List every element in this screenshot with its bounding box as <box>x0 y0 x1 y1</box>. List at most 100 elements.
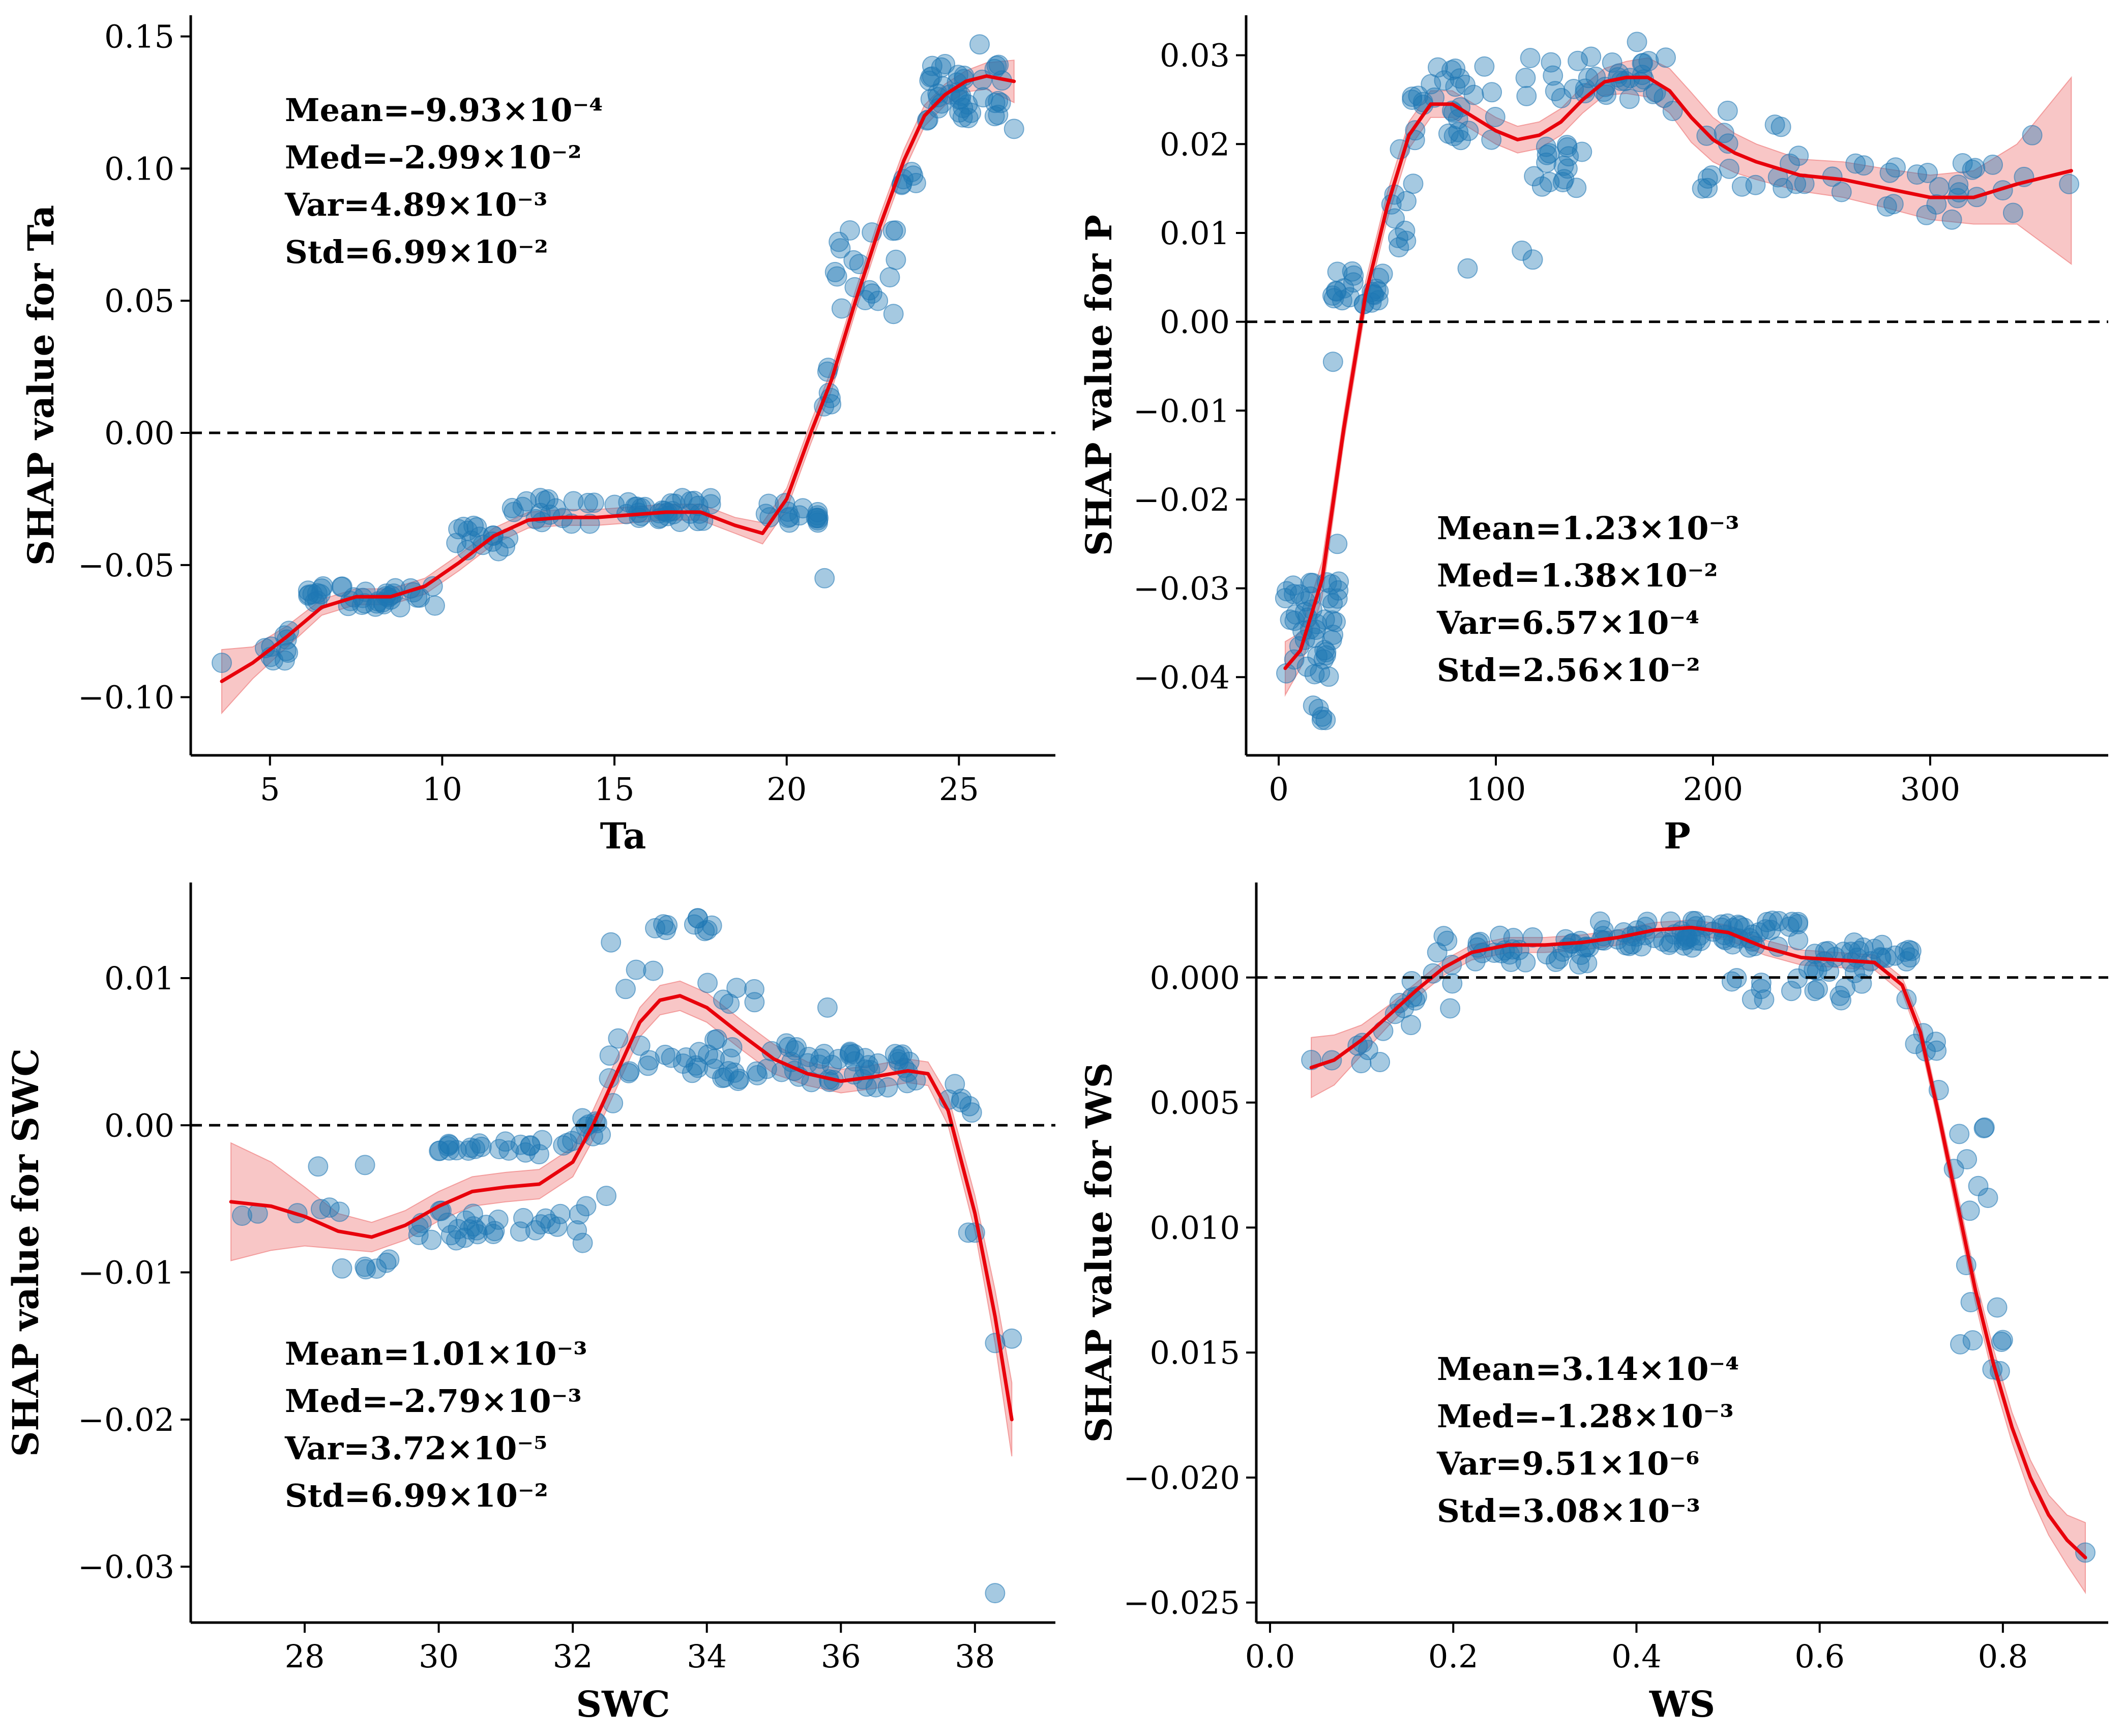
data-point-swc-52 <box>510 1221 530 1242</box>
y-tick-label-p-4: 0.00 <box>1160 304 1230 341</box>
stat-annotation-ws-1: Med=–1.28×10⁻³ <box>1437 1398 1734 1435</box>
data-point-swc-75 <box>618 1063 639 1083</box>
data-point-p-123 <box>1553 155 1574 176</box>
data-point-swc-181 <box>817 997 838 1018</box>
chart-panel-p: 0 100 200 300 −0.04 −0.03 −0.02 −0.01 0.00 0.01 0.… <box>1078 15 2108 857</box>
data-point-p-196 <box>1885 157 1906 178</box>
data-point-swc-134 <box>713 989 733 1010</box>
data-point-swc-104 <box>778 1037 799 1057</box>
data-point-p-47 <box>1308 698 1329 719</box>
data-point-p-36 <box>1289 584 1310 605</box>
data-point-ta-110 <box>516 491 537 512</box>
data-point-p-159 <box>1520 48 1541 69</box>
data-point-swc-65 <box>466 1220 487 1241</box>
data-point-p-192 <box>1831 182 1852 202</box>
x-tick-label-ws-4: 0.8 <box>1978 1638 2028 1675</box>
data-point-p-179 <box>1788 145 1809 166</box>
data-point-swc-176 <box>355 1155 375 1175</box>
data-point-ta-193 <box>931 57 952 78</box>
data-point-p-111 <box>1438 123 1459 144</box>
data-point-ws-179 <box>1962 1330 1983 1351</box>
data-point-p-150 <box>1602 52 1622 73</box>
data-point-ta-160 <box>903 165 924 186</box>
x-tick-label-ta-2: 15 <box>595 771 635 808</box>
data-point-ws-131 <box>1742 989 1762 1010</box>
data-point-swc-62 <box>530 1214 551 1235</box>
data-point-swc-5 <box>376 1252 397 1273</box>
data-point-ws-52 <box>1515 952 1536 973</box>
data-point-p-178 <box>1773 178 1793 198</box>
data-point-p-162 <box>1717 100 1738 121</box>
chart-panel-swc: 28 30 32 34 36 38 −0.03 −0.02 −0.01 0.00 0.01 SWC SH… <box>5 882 1055 1725</box>
chart-panel-ws: 0.0 0.2 0.4 0.6 0.8 0.000 0.005 0.010 0.015 −0.02… <box>1078 882 2108 1725</box>
x-tick-label-swc-1: 30 <box>419 1638 459 1675</box>
data-point-ta-106 <box>563 491 584 512</box>
data-point-swc-81 <box>608 1028 629 1049</box>
data-point-ta-189 <box>990 93 1011 113</box>
x-tick-label-swc-4: 36 <box>821 1638 861 1675</box>
data-point-swc-10 <box>355 1256 375 1277</box>
data-point-p-28 <box>1276 581 1297 602</box>
y-tick-label-swc-1: −0.02 <box>78 1401 174 1438</box>
data-point-p-174 <box>1714 123 1734 143</box>
data-point-ws-117 <box>1760 920 1781 940</box>
data-point-ta-139 <box>879 267 900 288</box>
data-point-p-64 <box>1372 263 1393 284</box>
stat-annotation-swc-3: Std=6.99×10⁻² <box>285 1477 548 1514</box>
x-tick-label-ws-3: 0.6 <box>1794 1638 1845 1675</box>
data-point-ta-148 <box>843 250 864 271</box>
scatter-points-ws <box>1301 910 2096 1563</box>
data-point-swc-7 <box>332 1258 352 1279</box>
data-point-swc-77 <box>619 1061 640 1082</box>
data-point-p-140 <box>1619 89 1640 109</box>
data-point-p-127 <box>1539 172 1560 192</box>
data-point-ta-150 <box>840 220 860 241</box>
data-point-p-108 <box>1408 85 1429 106</box>
fit-line-ws <box>1309 926 2087 1560</box>
data-point-ws-132 <box>1721 971 1742 992</box>
data-point-ta-145 <box>829 231 849 252</box>
data-point-p-191 <box>1917 163 1938 183</box>
data-point-swc-26 <box>553 1135 574 1156</box>
y-axis-title-swc: SHAP value for SWC <box>5 1048 47 1457</box>
data-point-p-211 <box>2022 125 2043 145</box>
data-point-ws-134 <box>1851 973 1872 994</box>
data-point-p-209 <box>1522 249 1543 270</box>
data-point-ws-89 <box>1788 930 1809 951</box>
data-point-p-184 <box>1845 153 1866 174</box>
x-axis-title-ta: Ta <box>600 815 646 857</box>
y-tick-label-ta-5: 0.15 <box>104 18 174 55</box>
data-point-swc-41 <box>437 1136 458 1157</box>
y-tick-label-ta-0: −0.10 <box>78 679 174 716</box>
y-tick-label-p-7: 0.03 <box>1160 37 1230 74</box>
y-tick-label-swc-3: 0.00 <box>104 1107 174 1144</box>
data-point-p-210 <box>1627 32 1647 52</box>
data-point-swc-138 <box>828 1049 849 1070</box>
data-point-p-65 <box>1342 261 1363 282</box>
data-point-ta-38 <box>302 584 323 605</box>
data-point-p-149 <box>1563 79 1584 99</box>
data-point-p-204 <box>1962 159 1983 180</box>
data-point-swc-61 <box>550 1203 571 1224</box>
data-point-p-101 <box>1428 57 1448 78</box>
data-point-ta-0 <box>212 653 232 673</box>
data-point-ta-147 <box>882 220 903 241</box>
stat-annotation-swc-0: Mean=1.01×10⁻³ <box>285 1335 587 1372</box>
data-point-ws-181 <box>1973 1118 1994 1139</box>
x-tick-label-swc-3: 34 <box>687 1638 727 1675</box>
x-tick-label-ta-0: 5 <box>260 771 280 808</box>
data-point-p-128 <box>1543 65 1563 86</box>
fit-line-p <box>1283 75 2073 670</box>
data-point-p-71 <box>1323 288 1344 309</box>
data-point-ws-12 <box>1373 1020 1394 1041</box>
data-point-ws-1 <box>1370 1052 1391 1072</box>
data-point-p-41 <box>1325 611 1346 632</box>
data-point-swc-64 <box>567 1220 587 1241</box>
data-point-ta-157 <box>901 162 922 183</box>
y-axis-title-ws: SHAP value for WS <box>1078 1063 1120 1443</box>
data-point-swc-63 <box>462 1203 483 1224</box>
data-point-p-206 <box>1322 351 1343 372</box>
data-point-swc-30 <box>439 1134 460 1155</box>
data-point-ws-142 <box>1835 978 1856 998</box>
